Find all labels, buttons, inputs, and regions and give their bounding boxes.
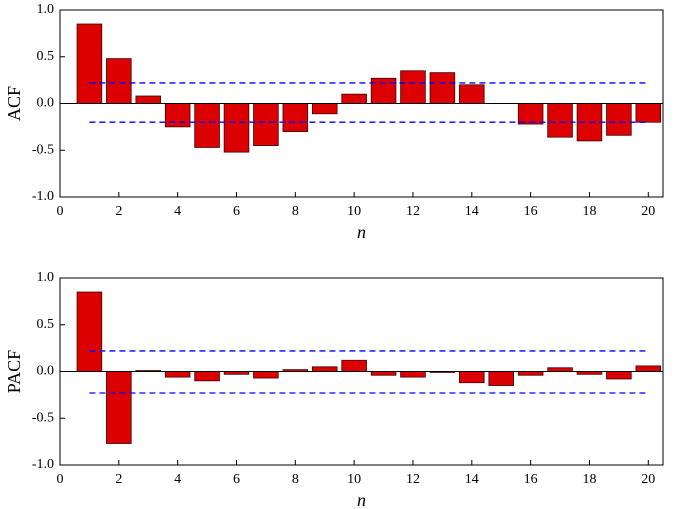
bar xyxy=(311,103,338,115)
x-tick-label: 16 xyxy=(524,472,538,487)
x-tick-label: 10 xyxy=(347,204,361,219)
bar xyxy=(223,103,250,153)
bar xyxy=(488,371,514,386)
bar xyxy=(635,365,662,372)
y-tick-label: 0.0 xyxy=(37,364,55,379)
x-tick-label: 2 xyxy=(115,204,122,219)
bar xyxy=(253,371,279,379)
bar xyxy=(635,103,662,123)
bar xyxy=(547,103,573,138)
x-tick-label: 20 xyxy=(641,204,655,219)
x-tick-label: 18 xyxy=(582,472,596,487)
bar xyxy=(164,103,191,128)
x-tick-label: 18 xyxy=(582,204,596,219)
bar xyxy=(517,103,544,125)
y-tick-label: 0.5 xyxy=(37,317,55,332)
y-tick-label: -0.5 xyxy=(32,142,54,157)
x-tick-label: 0 xyxy=(57,472,64,487)
bar xyxy=(76,291,103,372)
x-axis-label: n xyxy=(357,490,366,509)
bar xyxy=(311,366,338,372)
y-tick-label: -0.5 xyxy=(32,410,54,425)
y-tick-label: -1.0 xyxy=(32,189,54,204)
x-tick-label: 4 xyxy=(174,472,181,487)
bar xyxy=(429,72,456,104)
x-tick-label: 12 xyxy=(406,472,420,487)
x-tick-label: 14 xyxy=(465,204,479,219)
y-tick-label: 1.0 xyxy=(37,270,55,285)
y-tick-label: 1.0 xyxy=(37,2,55,17)
bar xyxy=(459,371,485,384)
x-tick-label: 4 xyxy=(174,204,181,219)
bar xyxy=(341,93,367,104)
x-tick-label: 14 xyxy=(465,472,479,487)
y-tick-label: -1.0 xyxy=(32,457,54,472)
bar xyxy=(370,77,397,104)
x-tick-label: 6 xyxy=(233,472,240,487)
y-tick-label: 0.5 xyxy=(37,49,55,64)
bar xyxy=(194,103,220,148)
bar xyxy=(606,103,632,136)
bar xyxy=(400,70,426,104)
bar xyxy=(606,371,632,380)
x-tick-label: 12 xyxy=(406,204,420,219)
x-axis-label: n xyxy=(357,222,366,242)
bar xyxy=(106,371,132,444)
x-tick-label: 8 xyxy=(292,472,299,487)
bar xyxy=(341,359,367,372)
bar xyxy=(517,371,544,376)
bar xyxy=(400,371,426,378)
x-tick-label: 2 xyxy=(115,472,122,487)
y-tick-label: 0.0 xyxy=(37,96,55,111)
bar xyxy=(194,371,220,382)
bar xyxy=(253,103,279,146)
x-tick-label: 8 xyxy=(292,204,299,219)
x-tick-label: 6 xyxy=(233,204,240,219)
y-axis-label: PACF xyxy=(4,350,24,393)
bar xyxy=(106,58,132,104)
x-tick-label: 10 xyxy=(347,472,361,487)
bar xyxy=(547,367,573,372)
y-axis-label: ACF xyxy=(4,86,24,121)
x-tick-label: 16 xyxy=(524,204,538,219)
bar xyxy=(370,371,397,376)
x-tick-label: 0 xyxy=(57,204,64,219)
bar xyxy=(459,84,485,104)
bar xyxy=(282,103,309,132)
bar xyxy=(164,371,191,378)
bar xyxy=(135,95,161,104)
bar xyxy=(76,23,103,104)
x-tick-label: 20 xyxy=(641,472,655,487)
